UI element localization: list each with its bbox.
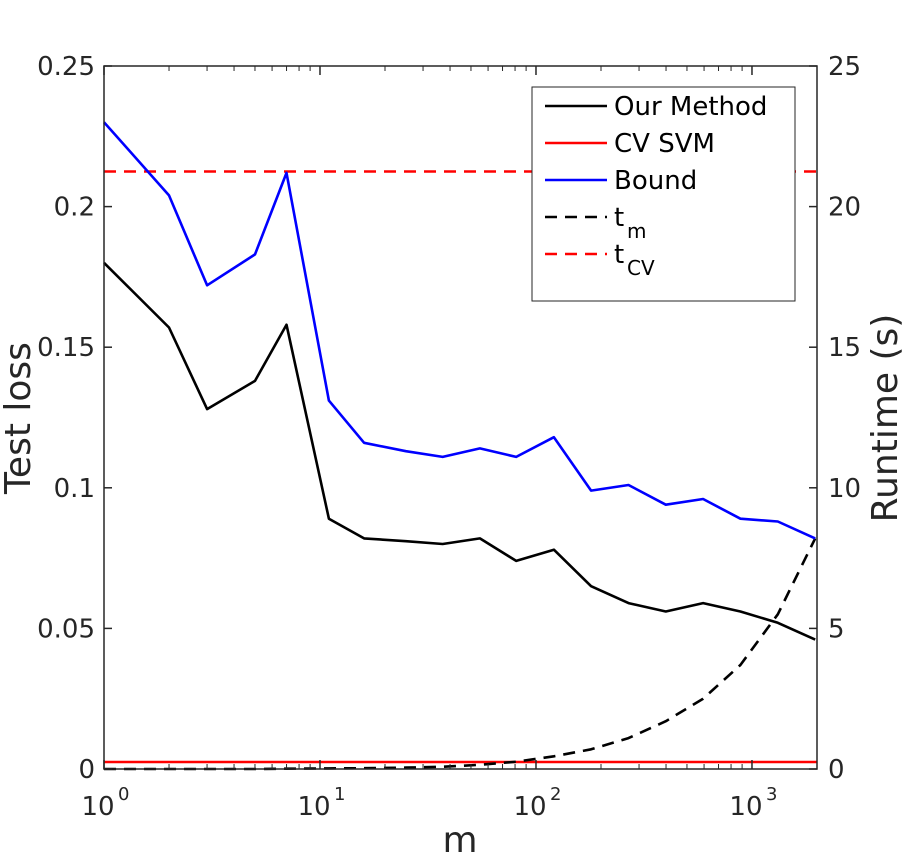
y2-tick-label: 0 bbox=[828, 755, 845, 785]
y-tick-label: 0.05 bbox=[37, 614, 95, 644]
x-tick-exponent: 2 bbox=[550, 784, 561, 805]
legend-box bbox=[531, 86, 796, 302]
y2-tick-label: 10 bbox=[828, 474, 861, 504]
x-tick-label: 10 bbox=[513, 792, 546, 822]
y-axis-label: Test loss bbox=[0, 342, 39, 495]
legend-label: t bbox=[614, 240, 624, 270]
y2-axis-label: Runtime (s) bbox=[865, 314, 906, 523]
x-tick-label: 10 bbox=[81, 792, 114, 822]
y-tick-label: 0.2 bbox=[54, 193, 95, 223]
legend-label-subscript: CV bbox=[627, 256, 655, 280]
y-tick-label: 0.15 bbox=[37, 333, 95, 363]
plot-frame bbox=[103, 65, 818, 770]
x-axis-label: m bbox=[442, 820, 477, 861]
y-tick-label: 0.1 bbox=[54, 474, 95, 504]
x-tick-exponent: 1 bbox=[334, 784, 345, 805]
x-tick-label: 10 bbox=[729, 792, 762, 822]
legend-label-subscript: m bbox=[627, 219, 646, 243]
series-line-our-method bbox=[103, 261, 816, 641]
legend-label: t bbox=[614, 203, 624, 233]
legend: Our Method CV SVM Bound t mt CV bbox=[531, 86, 796, 302]
x-tick-exponent: 0 bbox=[118, 784, 129, 805]
x-tick-exponent: 3 bbox=[766, 784, 777, 805]
x-tick-label: 10 bbox=[297, 792, 330, 822]
legend-label: Our Method bbox=[614, 92, 767, 122]
y2-tick-label: 20 bbox=[828, 193, 861, 223]
y2-tick-label: 25 bbox=[828, 52, 861, 82]
y2-tick-label: 15 bbox=[828, 333, 861, 363]
series-line-bound bbox=[103, 121, 816, 540]
legend-label: CV SVM bbox=[614, 129, 715, 159]
y2-tick-label: 5 bbox=[828, 614, 845, 644]
y-tick-label: 0.25 bbox=[37, 52, 95, 82]
y-tick-label: 0 bbox=[78, 755, 95, 785]
legend-label: Bound bbox=[614, 166, 697, 196]
